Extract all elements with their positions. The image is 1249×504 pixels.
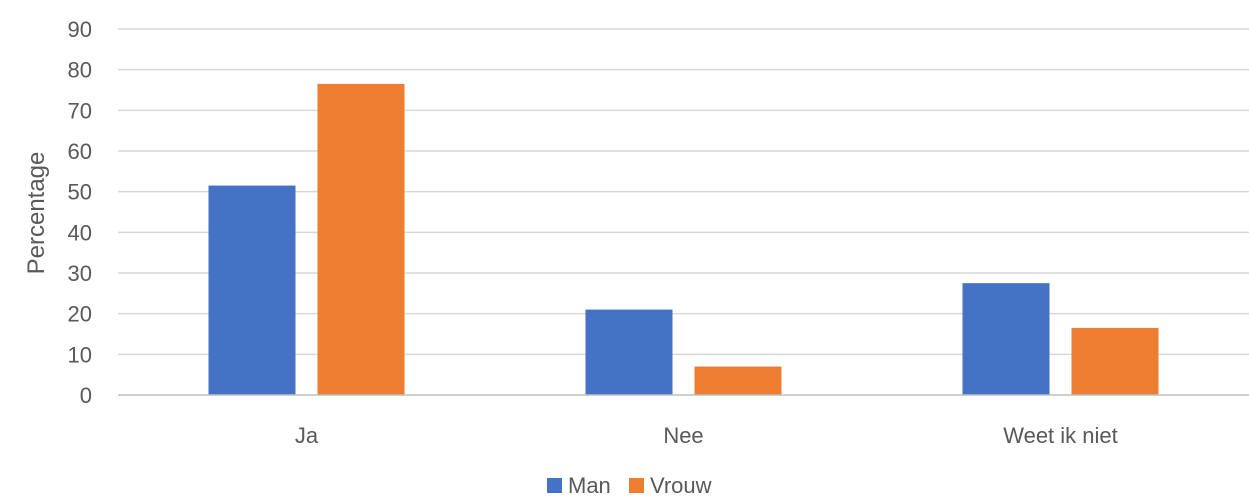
- y-axis-ticks: 0 10 20 30 40 50 60 70 80 90: [68, 17, 92, 408]
- x-tick-label: Nee: [663, 423, 703, 448]
- bar-vrouw-1: [694, 366, 782, 395]
- legend-swatch-vrouw: [629, 478, 644, 493]
- y-tick-label: 60: [68, 139, 92, 164]
- y-axis-title: Percentage: [23, 152, 50, 275]
- y-tick-label: 80: [68, 58, 92, 83]
- bars: [208, 83, 1159, 396]
- y-tick-label: 50: [68, 180, 92, 205]
- y-tick-label: 30: [68, 261, 92, 286]
- y-tick-label: 10: [68, 342, 92, 367]
- y-tick-label: 70: [68, 98, 92, 123]
- bar-man-2: [962, 283, 1050, 395]
- x-axis-ticks: Ja Nee Weet ik niet: [295, 423, 1118, 448]
- x-tick-label: Weet ik niet: [1003, 423, 1118, 448]
- gridlines: [118, 28, 1249, 356]
- legend-label-vrouw: Vrouw: [650, 473, 712, 498]
- bar-man-1: [585, 309, 673, 395]
- legend: Man Vrouw: [547, 473, 712, 498]
- x-tick-label: Ja: [295, 423, 319, 448]
- y-tick-label: 40: [68, 220, 92, 245]
- legend-label-man: Man: [568, 473, 611, 498]
- bar-vrouw-0: [317, 83, 405, 396]
- legend-swatch-man: [547, 478, 562, 493]
- bar-man-0: [208, 185, 296, 395]
- bar-vrouw-2: [1071, 327, 1159, 395]
- y-tick-label: 90: [68, 17, 92, 42]
- y-tick-label: 0: [80, 383, 92, 408]
- y-tick-label: 20: [68, 302, 92, 327]
